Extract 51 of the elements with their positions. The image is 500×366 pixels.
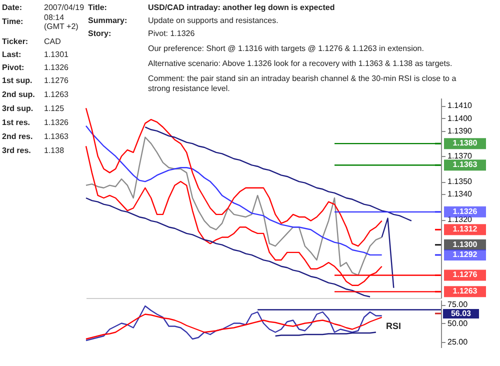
text: Pivot: (2, 63, 24, 72)
text: 1.138 (44, 146, 65, 155)
ref-line-label: 1.1276 (452, 270, 478, 280)
text: 2007/04/19 (44, 3, 85, 12)
text: 1.1301 (44, 50, 70, 59)
text: Ticker: (2, 37, 28, 46)
text: Pivot: 1.1326 (148, 29, 196, 38)
text: Date: (2, 3, 22, 12)
text: Our preference: Short @ 1.1316 with targets @ 1.1276 & 1.1263 in extension. (148, 44, 424, 53)
text: Time: (2, 17, 24, 26)
text: 56.03 (450, 309, 472, 318)
annotation: RSI (386, 321, 402, 331)
y-tick-label: 1.1410 (448, 101, 473, 110)
chart-title: USD/CAD intraday: another leg down is expected (148, 3, 335, 12)
text: Story: (88, 29, 112, 38)
ref-line-label: 1.1263 (452, 286, 478, 296)
y-tick-label: 50.00 (448, 318, 468, 328)
ref-line-label: 1.1300 (452, 240, 478, 249)
text: 1.1263 (44, 90, 70, 99)
text: Alternative scenario: Above 1.1326 look for a recovery with 1.1363 & 1.138 as targets. (148, 59, 452, 68)
text: 2nd sup. (2, 90, 35, 99)
y-tick-label: 1.1340 (448, 190, 473, 199)
text: Title: (88, 3, 107, 12)
y-tick-label: 1.1320 (448, 215, 473, 224)
text: 1.1276 (44, 76, 70, 85)
text: 3rd sup. (2, 104, 34, 113)
ref-line-label: 1.1292 (452, 250, 478, 259)
text: 1.1326 (44, 118, 70, 127)
text: Last: (2, 50, 22, 59)
ref-line-label: 1.1326 (452, 206, 478, 216)
text: 1.1326 (44, 63, 70, 72)
ref-line-label: 1.1312 (452, 224, 478, 234)
ref-line-label: 1.1380 (452, 138, 478, 148)
y-tick-label: 25.00 (448, 338, 468, 346)
y-tick-label: 1.1390 (448, 126, 473, 136)
text: 08:14 (GMT +2) (44, 13, 79, 31)
text: Summary: (88, 16, 128, 25)
y-tick-label: 1.1400 (448, 114, 473, 123)
text: 2nd res. (2, 132, 33, 141)
text: 1st sup. (2, 76, 32, 85)
y-tick-label: 75.00 (448, 300, 468, 309)
ref-line-label: 1.1363 (452, 160, 478, 170)
text: 1st res. (2, 118, 30, 127)
chart-subtitle: Update on supports and resistances. (148, 16, 278, 25)
y-tick-label: 1.1370 (448, 152, 473, 161)
text: 3rd res. (2, 146, 31, 155)
text: 1.1363 (44, 132, 70, 141)
y-tick-label: 1.1350 (448, 177, 473, 186)
text: Comment: the pair stand sin an intraday bearish channel & the 30-min RSI is close to a strong resistance level. (148, 74, 457, 93)
text: CAD (44, 37, 62, 46)
text: 1.125 (44, 104, 65, 113)
